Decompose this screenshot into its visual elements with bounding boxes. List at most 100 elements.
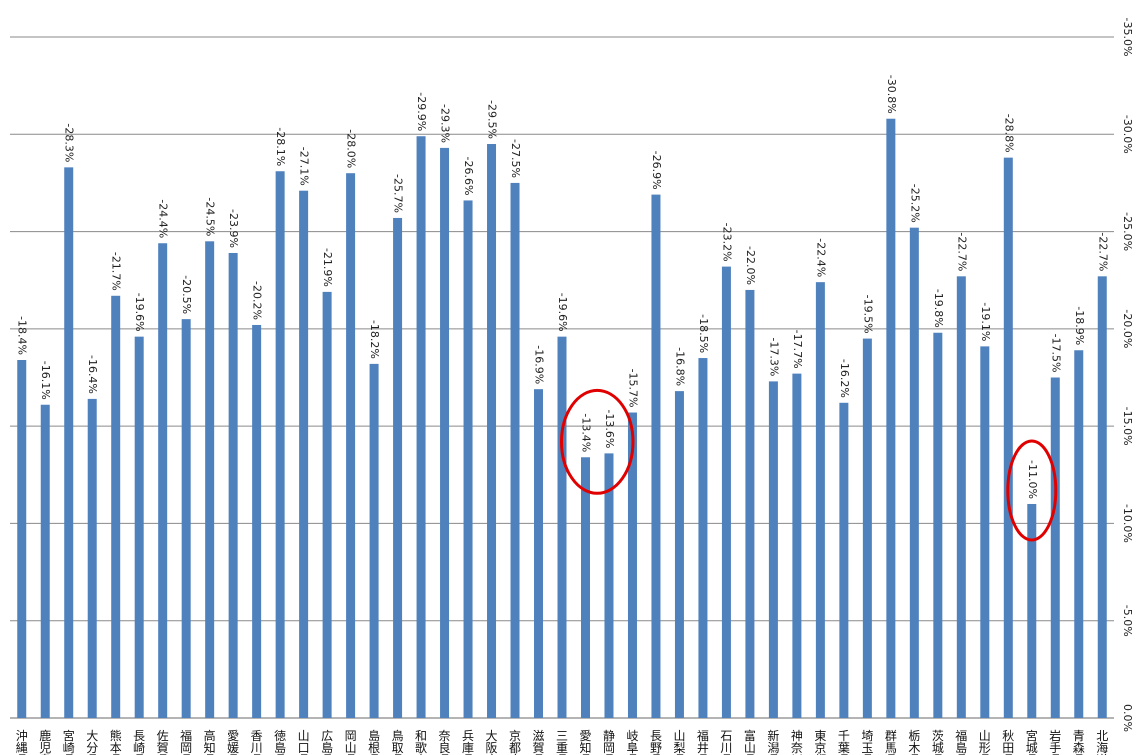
category-label: 広島県 [321,729,333,755]
highlight-circle [559,388,635,495]
bar [1003,157,1013,719]
category-label: 岩手県 [1049,728,1061,755]
category-label: 和歌山県 [415,729,427,755]
bar [557,336,567,718]
bar-value-label: -19.5% [861,295,874,334]
bar-value-label: -16.1% [39,361,52,400]
y-tick-label: -35.0% [1121,18,1134,57]
bar-value-label: -17.7% [791,330,804,369]
bar-value-label: -17.5% [1049,334,1062,373]
bar [1074,350,1084,718]
bar-value-label: -23.2% [720,223,733,262]
category-label: 群馬県 [885,729,897,755]
bar [463,200,473,718]
bar [181,319,191,718]
category-label: 鹿児島県 [39,728,51,755]
bar [64,167,74,718]
bar [346,173,356,718]
bar-value-label: -22.0% [744,246,757,285]
category-label: 山形県 [979,729,991,755]
category-label: 長野県 [650,729,662,755]
category-label: 東京都 [814,729,826,755]
bar [393,217,403,719]
bar-value-label: -16.4% [86,355,99,394]
value-labels: -18.4% -16.1% -28.3% -16.4% -21.7% -19.6% -24.… [16,75,1110,499]
y-tick-label: -20.0% [1121,309,1134,348]
category-label: 神奈川県 [791,729,803,755]
bar [721,266,731,718]
bar-value-label: -20.5% [180,275,193,314]
y-tick-label: -30.0% [1121,115,1134,154]
category-label: 北海道 [1096,729,1108,755]
bar-value-label: -23.9% [227,209,240,248]
category-label: 鳥取県 [392,728,404,755]
bar-value-label: -27.1% [298,147,311,186]
bar-value-label: -27.5% [509,139,522,178]
y-axis-ticks: 0.0% -5.0% -10.0% -15.0% -20.0% -25.0% -30.0% -… [1121,18,1134,732]
bar [534,389,544,718]
category-label: 愛媛県 [227,729,239,755]
category-label: 京都府 [509,729,521,755]
category-label: 福岡県 [180,728,192,755]
bar [580,457,590,718]
category-label: 奈良県 [439,729,451,755]
bar-value-label: -28.8% [1002,114,1015,153]
y-tick-label: -10.0% [1121,504,1134,543]
bar [1097,276,1107,718]
bar [933,332,943,718]
bar-value-label: -13.6% [603,409,616,448]
bar-value-label: -29.9% [415,92,428,131]
category-label: 宮崎県 [63,728,75,755]
bar-value-label: -18.9% [1073,306,1086,345]
category-label: 富山県 [744,728,756,755]
bar-value-label: -15.7% [626,369,639,408]
bar [111,295,121,718]
category-label: 静岡県 [603,729,615,755]
bar [698,358,708,718]
bar-value-label: -18.2% [368,320,381,359]
bar-value-label: -22.7% [1096,232,1109,271]
bar [416,136,426,718]
bar [87,398,97,718]
bar-value-label: -19.6% [133,293,146,332]
bar-value-label: -18.4% [16,316,29,355]
category-label: 愛知県 [579,729,591,755]
category-label: 茨城県 [932,729,944,755]
bar [651,194,661,719]
bar [369,363,379,718]
category-label: 長崎県 [133,729,145,755]
category-label: 佐賀県 [157,729,169,755]
bar [487,144,497,718]
bar-value-label: -19.8% [932,289,945,328]
y-tick-label: 0.0% [1121,704,1134,732]
bar-value-label: -22.7% [955,232,968,271]
bars [17,118,1107,719]
bar [909,227,919,718]
y-tick-label: -5.0% [1121,605,1134,637]
bar-value-label: -28.1% [274,127,287,166]
bar [252,324,262,718]
bar-value-label: -26.9% [650,151,663,190]
bar [815,282,825,718]
bar [40,404,50,718]
bar-value-label: -26.6% [462,157,475,196]
category-label: 青森県 [1073,729,1085,755]
bar-value-label: -19.6% [556,293,569,332]
bar-value-label: -13.4% [579,413,592,452]
category-label: 千葉県 [838,729,850,755]
bar-value-label: -11.0% [1026,460,1039,499]
bar [956,276,966,718]
category-label: 香川県 [251,729,263,755]
bar-value-label: -16.8% [673,347,686,386]
category-label: 福井県 [697,728,709,755]
category-label: 宮城県 [1026,728,1038,755]
bar-value-label: -21.7% [110,252,123,291]
category-label: 熊本県 [110,728,122,755]
category-label: 徳島県 [274,728,286,755]
bar [886,118,896,719]
bar-value-label: -29.3% [439,104,452,143]
bar-value-label: -30.8% [885,75,898,114]
bar [768,381,778,718]
bar-value-label: -24.4% [157,199,170,238]
gridlines [10,36,1114,719]
